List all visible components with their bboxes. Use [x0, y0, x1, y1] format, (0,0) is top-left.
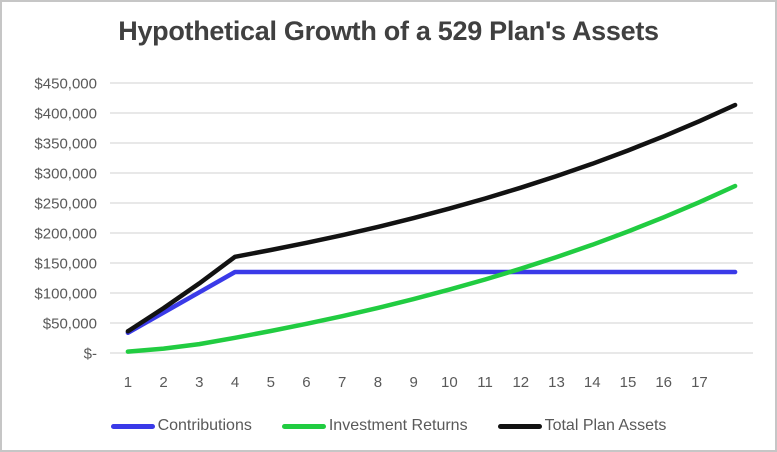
legend-label-contributions: Contributions [157, 417, 252, 434]
svg-text:$350,000: $350,000 [34, 136, 97, 153]
legend-label-investment-returns: Investment Returns [328, 417, 468, 434]
legend: Contributions Investment Returns Total P… [2, 417, 775, 435]
svg-text:2: 2 [159, 374, 167, 391]
svg-text:10: 10 [441, 374, 458, 391]
legend-item-total-plan-assets: Total Plan Assets [497, 417, 667, 435]
svg-text:4: 4 [231, 374, 239, 391]
svg-text:7: 7 [338, 374, 346, 391]
svg-text:15: 15 [620, 374, 637, 391]
x-axis-labels: 1 2 3 4 5 6 7 8 9 10 11 12 13 14 15 16 17 [124, 374, 708, 391]
svg-text:$300,000: $300,000 [34, 166, 97, 183]
svg-text:6: 6 [302, 374, 310, 391]
series-line-contributions [125, 269, 738, 336]
svg-text:5: 5 [267, 374, 275, 391]
series-line-investment-returns [125, 183, 738, 354]
svg-text:11: 11 [477, 374, 493, 391]
svg-text:$400,000: $400,000 [34, 106, 97, 123]
series-line-total-plan-assets [125, 102, 738, 334]
svg-text:$450,000: $450,000 [34, 76, 97, 93]
chart-title: Hypothetical Growth of a 529 Plan's Asse… [118, 16, 659, 46]
legend-label-total-plan-assets: Total Plan Assets [544, 417, 667, 434]
y-axis-labels: $- $50,000 $100,000 $150,000 $200,000 $250,00… [34, 76, 97, 363]
svg-text:$250,000: $250,000 [34, 196, 97, 213]
svg-text:$200,000: $200,000 [34, 226, 97, 243]
svg-text:$150,000: $150,000 [34, 256, 97, 273]
svg-text:16: 16 [655, 374, 672, 391]
svg-text:9: 9 [409, 374, 417, 391]
legend-item-investment-returns: Investment Returns [281, 417, 468, 435]
svg-text:1: 1 [124, 374, 132, 391]
svg-text:$50,000: $50,000 [43, 316, 97, 333]
investment-returns-line-swatch [281, 423, 326, 429]
total-plan-assets-line-swatch [497, 423, 542, 429]
contributions-line-swatch [110, 423, 155, 429]
svg-text:13: 13 [548, 374, 565, 391]
svg-text:14: 14 [584, 374, 601, 391]
svg-text:$-: $- [84, 346, 97, 363]
svg-text:$100,000: $100,000 [34, 286, 97, 303]
svg-text:8: 8 [374, 374, 382, 391]
svg-text:12: 12 [512, 374, 529, 391]
legend-item-contributions: Contributions [110, 417, 252, 435]
svg-text:17: 17 [691, 374, 708, 391]
svg-text:3: 3 [195, 374, 203, 391]
